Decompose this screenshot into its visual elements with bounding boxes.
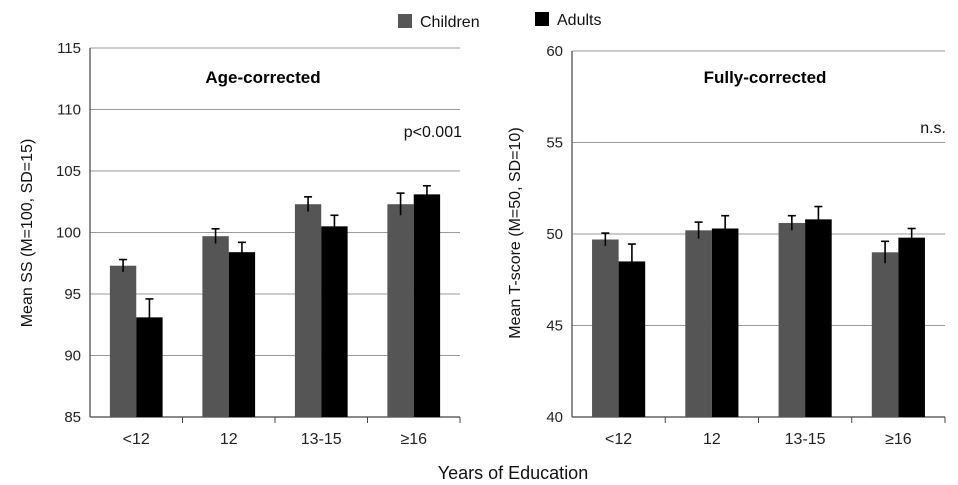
bar-children-0 [109,265,137,417]
y-axis-label-left: Mean SS (M=100, SD=15) [19,139,36,328]
error-bar-children-2 [304,196,313,212]
bar-adults-2 [805,219,832,417]
bar-adults-2 [321,226,348,417]
error-bar-children-1 [694,221,703,239]
bar-adults-0 [618,261,646,417]
bar-children-1 [685,230,712,417]
error-bar-adults-0 [627,243,636,279]
panel-title-right: Fully-corrected [704,68,827,87]
bar-children-2 [294,204,322,417]
panel-fully-corrected: Mean T-score (M=50, SD=10) Fully-correct… [507,43,946,448]
x-tick-label: <12 [605,431,632,448]
x-tick-label: 12 [703,431,721,448]
bar-children-3 [871,252,899,417]
error-bar-children-2 [787,214,796,231]
error-bar-children-3 [881,240,890,264]
y-tick-label: 115 [57,40,81,57]
y-tick-label: 100 [56,225,81,242]
y-axis-label-right: Mean T-score (M=50, SD=10) [507,127,524,338]
y-tick-label: 45 [546,318,563,335]
panel-title-left: Age-corrected [205,68,320,87]
legend-swatch-children [398,14,412,28]
x-tick-label: ≥16 [885,431,912,448]
legend-label-adults: Adults [557,12,601,29]
y-tick-label: 95 [64,286,81,303]
error-bar-adults-1 [237,241,246,263]
legend-label-children: Children [420,14,480,31]
error-bar-children-1 [211,228,220,244]
bar-adults-3 [413,194,441,417]
y-tick-label: 85 [64,409,81,426]
error-bar-adults-0 [145,298,154,336]
significance-annotation-left: p<0.001 [404,124,462,141]
error-bar-children-3 [396,192,405,216]
error-bar-adults-2 [814,205,823,233]
error-bar-adults-3 [422,184,431,203]
x-axis-label: Years of Education [438,463,588,483]
bar-adults-1 [711,228,739,417]
x-tick-label: 13-15 [785,431,826,448]
error-bar-children-0 [601,232,610,246]
bar-adults-3 [898,237,925,417]
x-tick-label: 13-15 [301,431,342,448]
bar-children-2 [778,223,806,417]
error-bar-adults-1 [721,214,730,242]
error-bar-adults-2 [330,214,339,238]
x-tick-label: ≥16 [400,431,427,448]
y-tick-label: 50 [546,226,563,243]
x-tick-label: 12 [220,431,238,448]
bar-children-3 [387,204,414,417]
legend: Children Adults [398,12,601,31]
y-tick-label: 55 [546,135,563,152]
y-tick-label: 90 [64,348,81,365]
error-bar-adults-3 [907,227,916,247]
x-tick-label: <12 [123,431,150,448]
legend-swatch-adults [535,12,549,26]
panel-age-corrected: Mean SS (M=100, SD=15) Age-corrected p<0… [19,40,462,448]
y-tick-label: 110 [57,102,81,119]
y-tick-label: 40 [546,409,563,426]
significance-annotation-right: n.s. [920,120,946,137]
error-bar-children-0 [119,258,128,272]
bar-children-1 [202,236,229,417]
y-tick-label: 60 [546,43,563,60]
bar-children-0 [592,239,619,417]
y-tick-label: 105 [56,163,81,180]
bar-adults-1 [228,252,256,417]
